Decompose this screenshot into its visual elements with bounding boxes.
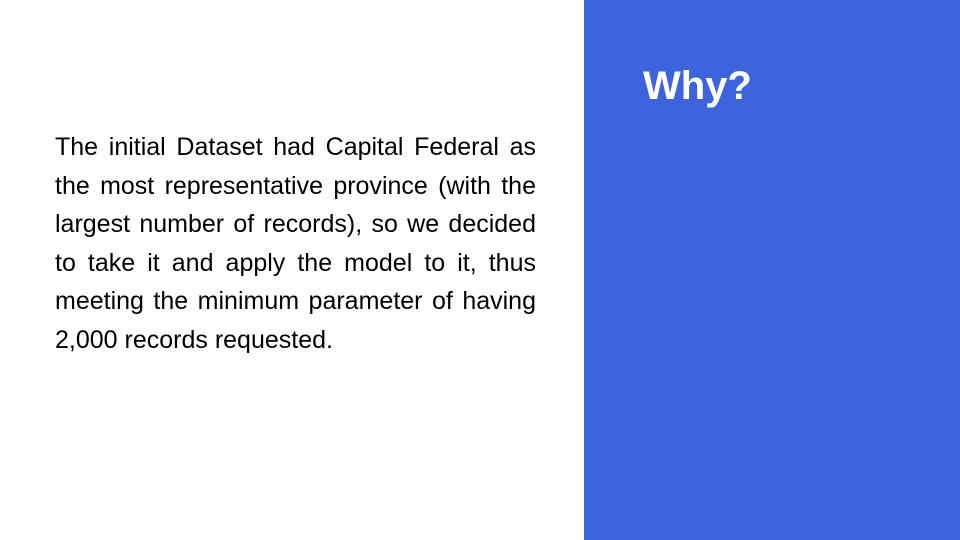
accent-panel: Why? — [584, 0, 960, 540]
body-paragraph: The initial Dataset had Capital Federal … — [55, 133, 536, 354]
content-panel: The initial Dataset had Capital Federal … — [55, 133, 536, 354]
slide-title: Why? — [643, 64, 752, 108]
